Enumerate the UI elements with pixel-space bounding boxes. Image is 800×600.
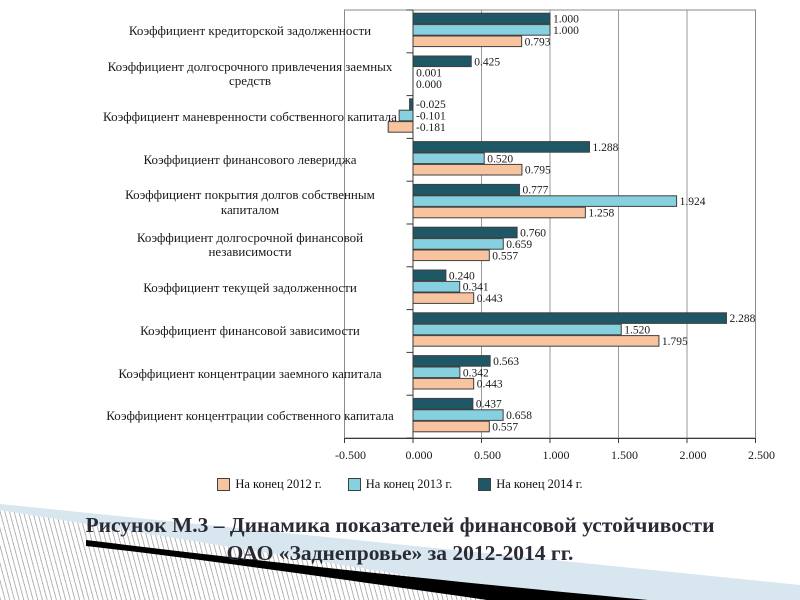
blue-wedge-shape xyxy=(0,504,800,600)
x-tick-label: 0.500 xyxy=(474,448,501,462)
bar-На-конец-2012-г. xyxy=(412,420,490,433)
bar-На-конец-2014-г. xyxy=(409,98,414,110)
bar-value-label: 0.000 xyxy=(416,79,442,91)
bar-value-label: 0.443 xyxy=(477,293,503,305)
chart-plot-area: 1.0001.0000.7930.4250.0010.000-0.025-0.1… xyxy=(335,9,775,462)
bar-На-конец-2013-г. xyxy=(398,109,414,122)
bar-На-конец-2014-г. xyxy=(412,226,518,239)
bar-value-label: 0.557 xyxy=(492,422,518,434)
bar-value-label: 0.793 xyxy=(525,36,551,48)
bar-value-label: -0.025 xyxy=(416,99,446,111)
bar-value-label: 0.443 xyxy=(477,379,503,391)
x-tick-label: 1.500 xyxy=(611,448,638,462)
bar-На-конец-2012-г. xyxy=(412,377,475,390)
bar-На-конец-2013-г. xyxy=(412,195,678,207)
bar-value-label: 0.659 xyxy=(506,239,532,251)
bar-value-label: -0.101 xyxy=(416,111,446,123)
bar-value-label: 0.341 xyxy=(463,282,489,294)
x-tick-label: 2.000 xyxy=(680,448,707,462)
bar-value-label: 1.258 xyxy=(588,208,614,220)
bar-На-конец-2014-г. xyxy=(412,269,447,282)
bar-value-label: 0.557 xyxy=(492,250,518,262)
figure-caption: Рисунок М.3 – Динамика показателей финан… xyxy=(0,511,800,567)
bar-value-label: 0.795 xyxy=(525,165,551,177)
bar-value-label: 1.000 xyxy=(553,14,579,26)
bar-На-конец-2012-г. xyxy=(412,35,523,48)
bar-На-конец-2012-г. xyxy=(387,121,414,133)
bar-value-label: 1.795 xyxy=(662,336,688,348)
legend-label-2012: На конец 2012 г. xyxy=(235,477,322,491)
legend-swatch-2012 xyxy=(217,478,231,491)
bar-На-конец-2014-г. xyxy=(412,12,551,25)
bar-На-конец-2014-г. xyxy=(412,55,472,68)
bar-value-label: 0.425 xyxy=(474,56,500,68)
caption-line-1: Рисунок М.3 – Динамика показателей финан… xyxy=(85,513,715,537)
bar-На-конец-2012-г. xyxy=(412,163,523,176)
caption-line-2: ОАО «Заднепровье» за 2012-2014 гг. xyxy=(226,541,574,565)
bar-На-конец-2013-г. xyxy=(412,152,485,165)
bar-value-label: 0.777 xyxy=(522,185,548,197)
bar-На-конец-2013-г. xyxy=(412,238,504,250)
bar-На-конец-2013-г. xyxy=(412,24,551,36)
bar-На-конец-2014-г. xyxy=(412,397,474,410)
bar-value-label: 0.240 xyxy=(449,270,475,282)
footer-swoosh-shapes xyxy=(0,504,800,600)
legend-item-2012: На конец 2012 г. xyxy=(217,477,322,492)
chart-legend: На конец 2012 г. На конец 2013 г. На кон… xyxy=(0,477,800,492)
bar-value-label: 0.563 xyxy=(493,356,519,368)
legend-swatch-2014 xyxy=(478,478,492,491)
bar-value-label: 1.000 xyxy=(553,25,579,37)
bar-На-конец-2013-г. xyxy=(412,323,622,336)
bar-value-label: 1.924 xyxy=(680,196,706,208)
legend-label-2014: На конец 2014 г. xyxy=(496,477,583,491)
bar-value-label: 0.760 xyxy=(520,228,546,240)
x-tick-label: 1.000 xyxy=(543,448,570,462)
bar-value-label: 0.001 xyxy=(416,68,442,80)
bar-На-конец-2014-г. xyxy=(412,183,520,196)
bar-На-конец-2012-г. xyxy=(412,206,586,219)
bar-value-label: 0.437 xyxy=(476,399,502,411)
legend-label-2013: На конец 2013 г. xyxy=(365,477,453,491)
legend-swatch-2013 xyxy=(347,478,361,491)
bar-На-конец-2012-г. xyxy=(412,249,490,262)
bar-value-label: 2.288 xyxy=(729,313,755,325)
legend-item-2014: На конец 2014 г. xyxy=(478,477,583,492)
bar-На-конец-2014-г. xyxy=(412,355,491,367)
bar-value-label: 1.288 xyxy=(592,142,618,154)
x-tick-label: 0.000 xyxy=(406,448,433,462)
bar-На-конец-2012-г. xyxy=(412,335,660,347)
bar-value-label: -0.181 xyxy=(416,122,446,134)
bar-На-конец-2014-г. xyxy=(412,312,727,324)
bar-На-конец-2013-г. xyxy=(412,280,461,293)
bar-value-label: 0.658 xyxy=(506,410,532,422)
bar-На-конец-2013-г. xyxy=(412,366,461,379)
bar-value-label: 0.342 xyxy=(463,367,489,379)
x-tick-label: -0.500 xyxy=(335,448,366,462)
bar-На-конец-2014-г. xyxy=(412,141,590,153)
bar-На-конец-2012-г. xyxy=(412,292,475,304)
bar-value-label: 1.520 xyxy=(624,325,650,337)
legend-item-2013: На конец 2013 г. xyxy=(347,477,453,492)
x-tick-label: 2.500 xyxy=(748,448,775,462)
slide-footer-decoration xyxy=(0,500,800,600)
bar-На-конец-2013-г. xyxy=(412,409,504,421)
bar-value-label: 0.520 xyxy=(487,153,513,165)
bar-chart: 1.000 1.000 0.793 0.425 0.001 0.000 -0.025 -0.1… xyxy=(0,9,800,492)
